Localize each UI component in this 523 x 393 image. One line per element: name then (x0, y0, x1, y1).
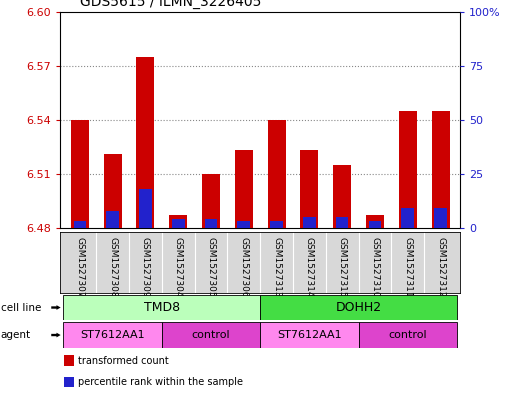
Bar (106, 211, 119, 228)
Bar (260, 295, 457, 320)
Bar (366, 215, 384, 228)
Bar (431, 111, 450, 228)
Bar (64, 377, 74, 387)
Bar (172, 219, 185, 228)
Bar (336, 217, 348, 228)
Text: GSM1527314: GSM1527314 (305, 237, 314, 297)
Text: control: control (192, 330, 230, 340)
Text: GSM1527311: GSM1527311 (403, 237, 412, 298)
Bar (270, 222, 283, 228)
Bar (359, 322, 457, 348)
Bar (300, 151, 319, 228)
Text: GSM1527312: GSM1527312 (436, 237, 445, 297)
Text: cell line: cell line (1, 303, 41, 312)
Bar (104, 154, 122, 228)
Text: control: control (389, 330, 427, 340)
Bar (399, 111, 417, 228)
Text: TMD8: TMD8 (144, 301, 180, 314)
Bar (402, 209, 414, 228)
Text: GDS5615 / ILMN_3226405: GDS5615 / ILMN_3226405 (80, 0, 262, 9)
Text: transformed count: transformed count (78, 356, 169, 365)
Bar (137, 57, 154, 228)
Bar (63, 295, 260, 320)
Text: ST7612AA1: ST7612AA1 (81, 330, 145, 340)
Bar (237, 222, 250, 228)
Bar (268, 120, 286, 228)
Text: GSM1527309: GSM1527309 (141, 237, 150, 298)
Bar (260, 322, 359, 348)
Bar (202, 174, 220, 228)
Text: GSM1527304: GSM1527304 (174, 237, 183, 297)
Text: ST7612AA1: ST7612AA1 (277, 330, 342, 340)
Bar (63, 322, 162, 348)
Text: GSM1527305: GSM1527305 (207, 237, 215, 298)
Bar (303, 217, 316, 228)
Text: GSM1527310: GSM1527310 (370, 237, 380, 298)
Bar (71, 120, 89, 228)
Bar (64, 355, 74, 366)
Text: GSM1527315: GSM1527315 (338, 237, 347, 298)
Bar (139, 189, 152, 228)
Bar (169, 215, 187, 228)
Bar (235, 151, 253, 228)
Bar (74, 222, 86, 228)
Text: DOHH2: DOHH2 (336, 301, 382, 314)
Text: GSM1527308: GSM1527308 (108, 237, 117, 298)
Text: GSM1527307: GSM1527307 (75, 237, 84, 298)
Text: GSM1527313: GSM1527313 (272, 237, 281, 298)
Text: agent: agent (1, 330, 31, 340)
Text: percentile rank within the sample: percentile rank within the sample (78, 377, 243, 387)
Bar (162, 322, 260, 348)
Bar (204, 219, 218, 228)
Bar (333, 165, 351, 228)
Bar (434, 209, 447, 228)
Bar (369, 222, 381, 228)
Text: GSM1527306: GSM1527306 (240, 237, 248, 298)
